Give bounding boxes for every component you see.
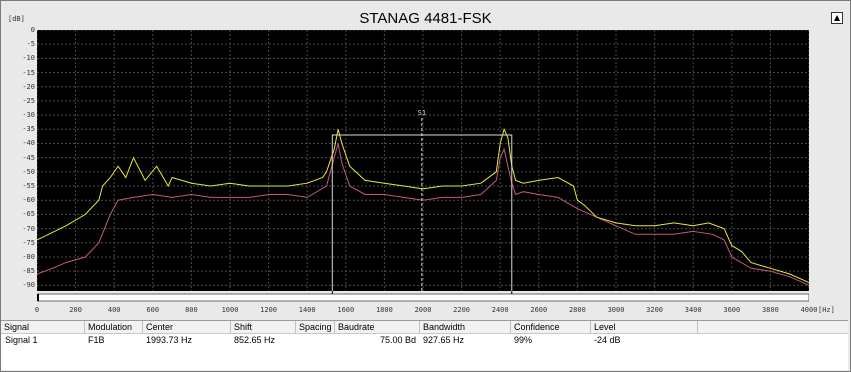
cell-center: 1993.73 Hz	[146, 335, 193, 345]
cell-baudrate: 75.00 Bd	[379, 335, 416, 345]
y-tick-label: -30	[22, 111, 35, 120]
x-tick-label: 2800	[568, 306, 586, 314]
y-tick-label: -45	[22, 153, 35, 162]
x-tick-label: 400	[107, 306, 121, 314]
y-tick-label: -80	[22, 252, 35, 261]
table-header: Signal Modulation Center Shift Spacing B…	[1, 321, 848, 334]
x-tick-label: 600	[146, 306, 160, 314]
x-tick-label: 3400	[684, 306, 702, 314]
y-tick-label: -60	[22, 196, 35, 205]
x-tick-label: 2600	[530, 306, 548, 314]
y-tick-label: -65	[22, 210, 35, 219]
frequency-axis-strip	[36, 293, 810, 302]
col-spacing[interactable]: Spacing	[295, 321, 335, 333]
peak-trace	[36, 127, 810, 283]
y-tick-label: -20	[22, 82, 35, 91]
x-tick-label: 1800	[375, 306, 393, 314]
cell-shift: 852.65 Hz	[234, 335, 276, 345]
y-tick-label: -50	[22, 167, 35, 176]
y-tick-label: -25	[22, 96, 35, 105]
x-tick-label: 1400	[298, 306, 316, 314]
x-tick-label: 3800	[761, 306, 779, 314]
frequency-axis-start-tick	[37, 294, 39, 301]
spectrum-svg: S1	[36, 29, 810, 291]
spectrum-plot[interactable]: S1	[36, 29, 810, 291]
x-tick-label: 2000	[414, 306, 432, 314]
y-tick-label: -10	[22, 54, 35, 63]
x-tick-label: 1000	[221, 306, 239, 314]
x-tick-label: 200	[69, 306, 82, 314]
center-marker-label: S1	[418, 109, 426, 117]
y-axis-unit: [dB]	[8, 15, 25, 23]
y-tick-label: -85	[22, 267, 35, 276]
y-tick-label: -35	[22, 125, 35, 134]
cell-level: -24 dB	[594, 335, 621, 345]
y-tick-label: -15	[22, 68, 35, 77]
col-signal[interactable]: Signal	[4, 322, 30, 332]
y-tick-label: 0	[30, 26, 35, 34]
col-shift[interactable]: Shift	[230, 321, 296, 333]
col-center[interactable]: Center	[142, 321, 231, 333]
table-row[interactable]: Signal 1 F1B 1993.73 Hz 852.65 Hz 75.00 …	[1, 334, 848, 346]
y-tick-label: -5	[26, 40, 35, 49]
x-tick-label: 3600	[723, 306, 741, 314]
y-tick-label: -75	[22, 238, 35, 247]
x-tick-label: 2400	[491, 306, 509, 314]
x-tick-label: 3200	[646, 306, 664, 314]
cell-confidence: 99%	[514, 335, 533, 345]
collapse-toggle-button[interactable]	[831, 12, 843, 24]
x-tick-label: 1200	[260, 306, 278, 314]
x-tick-label: 4000	[800, 306, 818, 314]
average-trace	[36, 143, 810, 286]
x-tick-label: 2200	[453, 306, 471, 314]
x-tick-label: 1600	[337, 306, 355, 314]
x-axis-unit: [Hz]	[818, 306, 835, 314]
x-tick-label: 3000	[607, 306, 625, 314]
col-empty	[697, 321, 849, 333]
y-tick-label: -70	[22, 224, 35, 233]
signal-table[interactable]: Signal Modulation Center Shift Spacing B…	[1, 320, 848, 370]
col-confidence[interactable]: Confidence	[510, 321, 591, 333]
col-modulation[interactable]: Modulation	[84, 321, 143, 333]
col-bandwidth[interactable]: Bandwidth	[419, 321, 511, 333]
frequency-axis-svg	[36, 291, 810, 302]
cell-signal: Signal 1	[5, 335, 38, 345]
col-level[interactable]: Level	[590, 321, 698, 333]
y-tick-label: -55	[22, 182, 35, 191]
cell-bandwidth: 927.65 Hz	[423, 335, 465, 345]
x-tick-label: 0	[34, 306, 40, 314]
col-baudrate[interactable]: Baudrate	[334, 321, 420, 333]
chart-title: STANAG 4481-FSK	[359, 10, 492, 27]
y-tick-label: -90	[22, 281, 35, 290]
x-tick-label: 800	[185, 306, 198, 314]
cell-modulation: F1B	[88, 335, 105, 345]
y-tick-label: -40	[22, 139, 35, 148]
